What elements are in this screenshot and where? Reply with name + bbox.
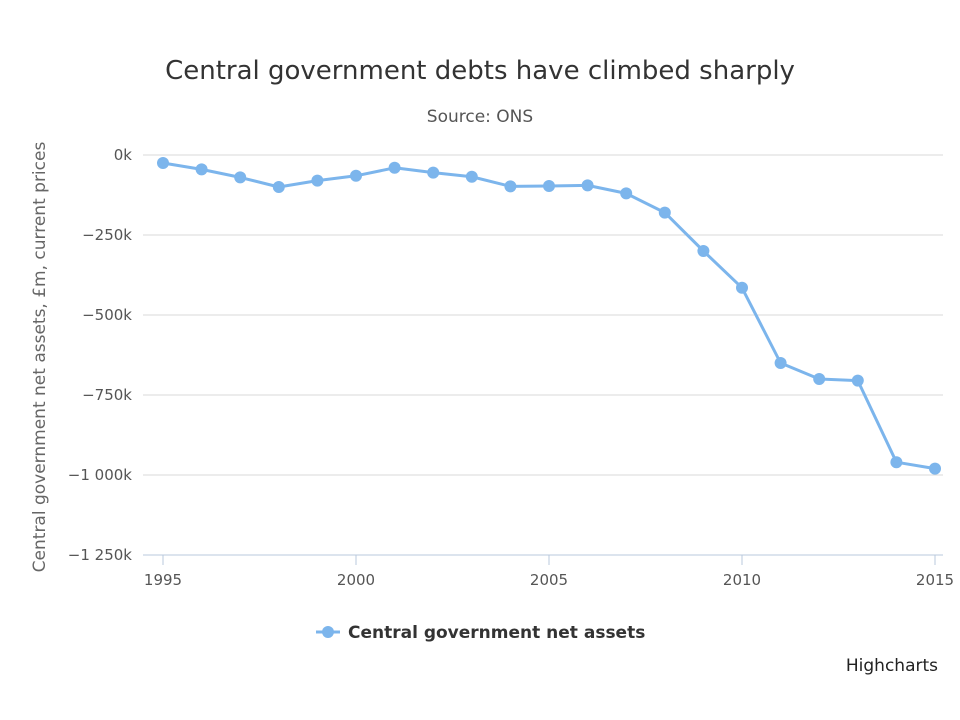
x-tick-label: 1995 (144, 571, 182, 589)
y-tick-label: −1 250k (68, 546, 133, 564)
x-tick-label: 2000 (337, 571, 375, 589)
y-tick-label: −250k (82, 226, 132, 244)
y-tick-label: 0k (114, 146, 133, 164)
data-point[interactable] (736, 281, 748, 294)
data-point[interactable] (195, 163, 208, 176)
data-point[interactable] (581, 179, 594, 192)
data-point[interactable] (427, 166, 440, 179)
y-axis-title: Central government net assets, £m, curre… (30, 142, 50, 573)
y-tick-label: −500k (82, 306, 132, 324)
x-axis-ticks: 1995 2000 2005 2010 2015 (143, 554, 954, 589)
data-point[interactable] (890, 456, 903, 469)
y-tick-label: −1 000k (68, 466, 133, 484)
data-point[interactable] (272, 181, 285, 193)
data-point[interactable] (774, 357, 787, 369)
data-point[interactable] (504, 180, 517, 193)
data-point[interactable] (388, 161, 401, 174)
data-point[interactable] (157, 157, 169, 169)
x-tick-label: 2010 (723, 571, 761, 589)
gridlines (143, 154, 943, 556)
data-point[interactable] (234, 171, 247, 184)
chart-subtitle: Source: ONS (427, 107, 533, 127)
credits-text[interactable]: Highcharts (846, 656, 938, 676)
data-point[interactable] (620, 187, 633, 200)
chart-title: Central government debts have climbed sh… (165, 56, 795, 86)
data-point[interactable] (311, 174, 324, 187)
y-axis-ticks: 0k −250k −500k −750k −1 000k −1 250k (68, 146, 133, 564)
legend-item-label[interactable]: Central government net assets (348, 623, 645, 643)
data-point[interactable] (350, 169, 362, 182)
legend-marker-icon (322, 626, 334, 638)
series-line (161, 161, 937, 471)
data-point[interactable] (697, 245, 710, 257)
y-tick-label: −750k (82, 386, 132, 404)
data-point[interactable] (929, 462, 941, 475)
data-point[interactable] (851, 374, 864, 387)
data-point[interactable] (543, 180, 555, 193)
x-tick-label: 2015 (916, 571, 954, 589)
data-point[interactable] (465, 170, 478, 183)
x-tick-label: 2005 (530, 571, 568, 589)
legend[interactable]: Central government net assets (316, 623, 645, 643)
data-point[interactable] (658, 206, 671, 219)
series-layer (157, 157, 941, 475)
data-point[interactable] (813, 373, 826, 385)
